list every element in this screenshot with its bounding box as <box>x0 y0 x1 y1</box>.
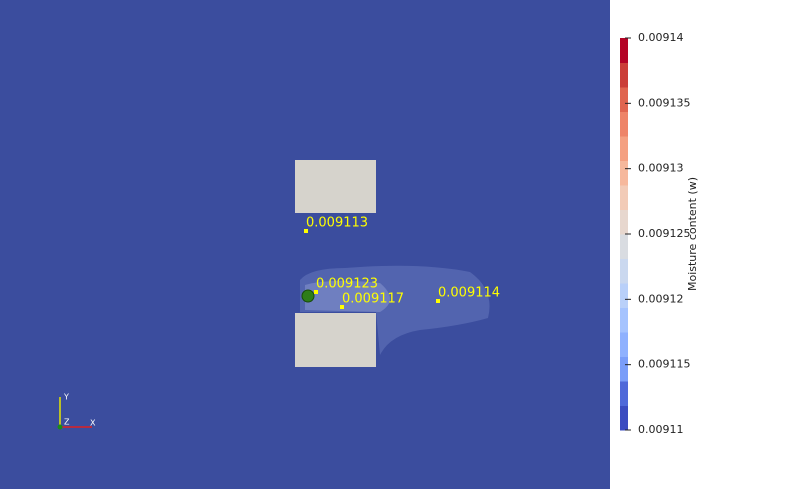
y-label: Y <box>63 393 69 402</box>
colorbar-band <box>620 258 628 284</box>
colorbar-band <box>620 332 628 357</box>
colorbar-band <box>620 87 628 112</box>
colorbar-tick-label: 0.009125 <box>638 227 691 240</box>
probe-label: 0.009114 <box>438 286 500 301</box>
colorbar-band <box>620 62 628 88</box>
block <box>295 313 376 367</box>
block <box>295 160 376 213</box>
colorbar-band <box>620 38 628 63</box>
z-label: Z <box>64 418 70 427</box>
z-axis <box>57 424 63 430</box>
colorbar-title: Moisture content (w) <box>686 177 699 291</box>
plume-core <box>305 280 390 312</box>
probe-label: 0.009113 <box>306 216 368 231</box>
colorbar-band <box>620 209 628 235</box>
colorbar-band <box>620 307 628 333</box>
colorbar-tick-label: 0.00911 <box>638 423 684 436</box>
colorbar-band <box>620 405 628 431</box>
axes-triad: Y X Z <box>57 393 96 430</box>
probe-label: 0.009123 <box>316 277 378 292</box>
colorbar-band <box>620 160 628 186</box>
colorbar-tick-label: 0.00914 <box>638 31 684 44</box>
probe-point <box>304 229 308 233</box>
colorbar-band <box>620 111 628 137</box>
colorbar-band <box>620 234 628 259</box>
colorbar-tick-label: 0.009135 <box>638 96 691 109</box>
probe-point <box>314 290 318 294</box>
legend-panel <box>610 0 796 489</box>
colorbar-band <box>620 356 628 382</box>
colorbar-band <box>620 283 628 308</box>
colorbar-tick-label: 0.009115 <box>638 358 691 371</box>
colorbar-tick-label: 0.00912 <box>638 292 684 305</box>
viewport <box>0 0 610 489</box>
probe-label: 0.009117 <box>342 292 404 307</box>
probe-point <box>340 305 344 309</box>
colorbar-tick-label: 0.00913 <box>638 162 684 175</box>
source-sphere <box>301 289 315 303</box>
probe-point <box>436 299 440 303</box>
colorbar-band <box>620 185 628 210</box>
x-label: X <box>90 419 96 428</box>
colorbar-band <box>620 381 628 406</box>
colorbar-band <box>620 136 628 161</box>
